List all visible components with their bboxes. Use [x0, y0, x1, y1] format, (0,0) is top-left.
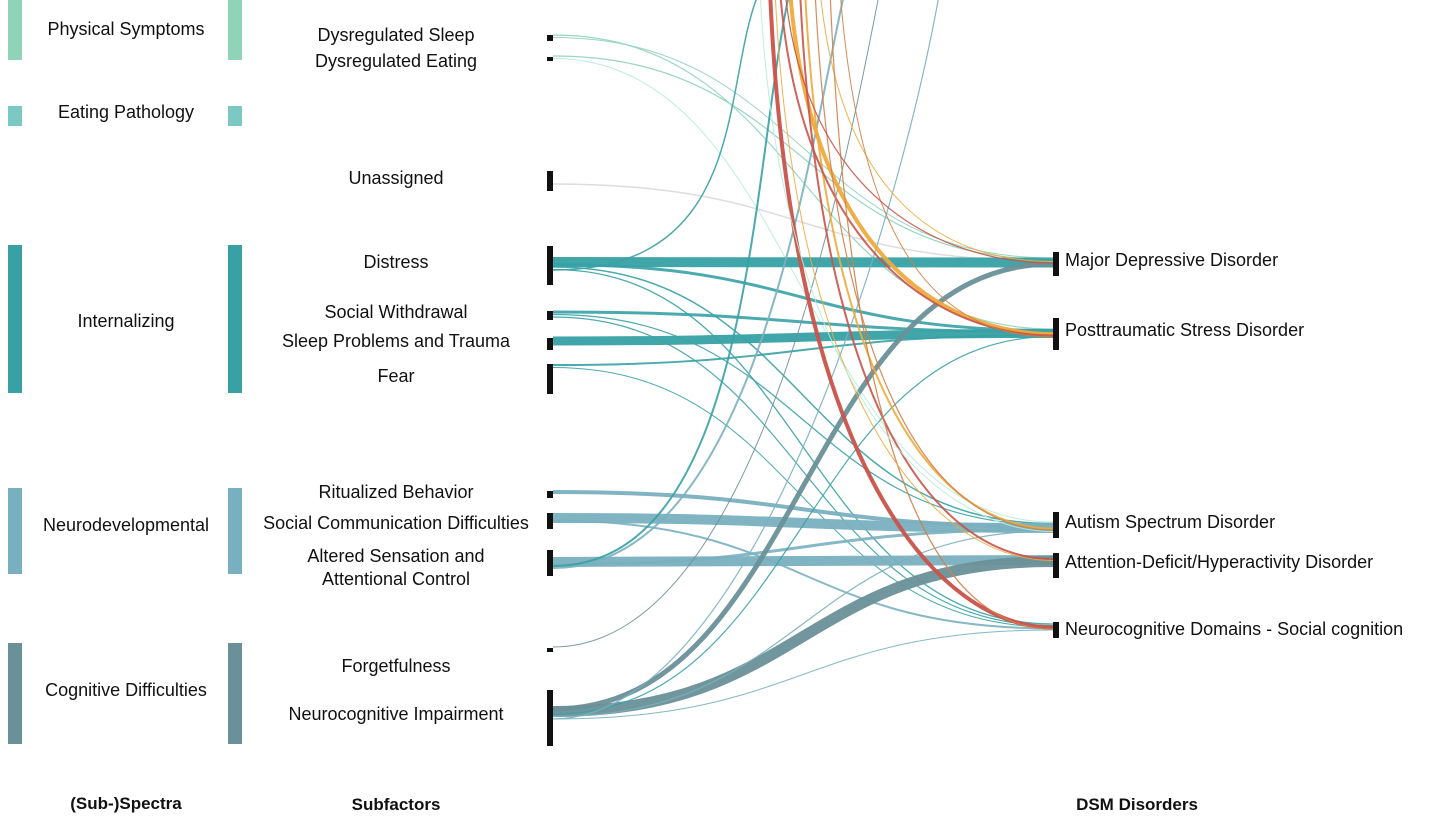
flow-neurocog-adhd [552, 556, 1054, 717]
subfactor-label-neurocognitive-impairment: Neurocognitive Impairment [288, 704, 504, 724]
flow-sleep-mdd [552, 37, 1054, 259]
flow-altered-asd [552, 528, 1054, 566]
subfactor-node-eating [547, 57, 553, 61]
disorder-node-mdd [1053, 252, 1059, 276]
flow-altered-top2 [552, 0, 789, 567]
subfactor-node-socialComm [547, 513, 553, 529]
flow-layer [552, 0, 1054, 720]
disorder-node-asd [1053, 512, 1059, 538]
disorder-node-ncd [1053, 622, 1059, 638]
flow-fear-ptsd [552, 334, 1054, 366]
flow-eating-asd [552, 58, 1054, 523]
subfactor-label-social-withdrawal: Social Withdrawal [324, 302, 468, 322]
flow-socialComm-asd [552, 513, 1054, 533]
flow-top6-ptsd [788, 0, 1054, 336]
subfactor-label-sleep-problems-trauma: Sleep Problems and Trauma [281, 331, 511, 351]
subfactor-node-fear [547, 364, 553, 394]
flow-top10-ptsd [779, 0, 1054, 337]
flow-top8-asd [804, 0, 1054, 530]
spectrum-label-internalizing: Internalizing [77, 311, 175, 331]
spectrum-bar-internalizing [8, 245, 22, 393]
flow-neurocog-top5 [552, 0, 939, 720]
disorder-label-ptsd: Posttraumatic Stress Disorder [1065, 320, 1305, 340]
spectrum-bar-internalizing-mirror [228, 245, 242, 393]
spectrum-label-cognitive: Cognitive Difficulties [45, 680, 207, 700]
disorder-node-adhd [1053, 553, 1059, 578]
flow-distress-top1 [552, 0, 757, 271]
flow-socialComm-ncd [552, 519, 1054, 630]
subfactor-label-dysregulated-sleep: Dysregulated Sleep [317, 25, 475, 45]
spectrum-bar-physical-mirror [228, 0, 242, 60]
subfactor-label-altered-sensation: Altered Sensation and [307, 546, 485, 566]
flow-top12-asd [814, 0, 1054, 531]
flow-distress-asd [552, 266, 1054, 525]
subfactor-node-unassigned [547, 171, 553, 191]
subfactor-node-ritual [547, 491, 553, 498]
spectrum-label-eating: Eating Pathology [57, 102, 195, 122]
flow-fear-ncd [552, 367, 1054, 628]
subfactor-node-forget [547, 648, 553, 652]
subfactor-node-neurocog [547, 690, 553, 746]
flow-neurocog-mdd [552, 261, 1054, 712]
spectrum-bar-physical [8, 0, 22, 60]
flow-distress-ptsd [552, 263, 1054, 332]
column-header-spectra: (Sub-)Spectra [70, 794, 182, 813]
flow-withdrawal-ncd [552, 316, 1054, 627]
disorder-node-ptsd [1053, 318, 1059, 350]
subfactor-node-sleep [547, 35, 553, 41]
bar-layer [8, 0, 1059, 746]
flow-forget-top4 [552, 0, 879, 648]
subfactor-label-ritualized-behavior: Ritualized Behavior [318, 482, 474, 502]
flow-top11-adhd [799, 0, 1054, 560]
flow-top14-ptsd [840, 0, 1054, 338]
subfactor-node-altered [547, 550, 553, 576]
subfactor-node-distress [547, 246, 553, 285]
flow-top15-mdd [785, 0, 1054, 264]
spectrum-bar-cognitive [8, 643, 22, 744]
spectrum-bar-eating-mirror [228, 106, 242, 126]
flow-neurocog-asd [552, 530, 1054, 718]
subfactor-label-social-communication: Social Communication Difficulties [263, 513, 529, 533]
flow-neurocog-ptsd [552, 335, 1054, 715]
subfactor-label-unassigned: Unassigned [348, 168, 444, 188]
disorder-label-mdd: Major Depressive Disorder [1065, 250, 1279, 270]
subfactor-label-fear: Fear [377, 366, 415, 386]
column-header-subfactors: Subfactors [351, 795, 441, 814]
column-header-dsm: DSM Disorders [1076, 795, 1198, 814]
subfactor-label-dysregulated-eating: Dysregulated Eating [314, 51, 478, 71]
disorder-label-adhd: Attention-Deficit/Hyperactivity Disorder [1065, 552, 1374, 572]
flow-top16-adhd [775, 0, 1054, 561]
spectrum-bar-neurodevelopmental [8, 488, 22, 574]
spectrum-bar-eating [8, 106, 22, 126]
spectrum-label-neurodevelopmental: Neurodevelopmental [42, 515, 210, 535]
flow-sleepTrauma-ptsd [552, 329, 1054, 346]
flow-top7-mdd [820, 0, 1054, 262]
flow-unassigned-mdd [552, 183, 1054, 262]
subfactor-label-altered-sensation-line2: Attentional Control [321, 569, 471, 589]
subfactor-node-withdrawal [547, 311, 553, 320]
subfactor-node-sleepTrauma [547, 338, 553, 350]
flow-top13-ncd [829, 0, 1054, 630]
flow-withdrawal-asd [552, 313, 1054, 526]
spectrum-bar-neurodevelopmental-mirror [228, 488, 242, 574]
disorder-label-asd: Autism Spectrum Disorder [1065, 512, 1276, 532]
flow-eating-mdd [552, 55, 1054, 261]
disorder-label-ncd: Neurocognitive Domains - Social cognitio… [1065, 619, 1404, 639]
subfactor-label-distress: Distress [363, 252, 429, 272]
flow-neurocog-ncd [552, 629, 1054, 720]
flow-altered-top3 [552, 0, 844, 569]
spectrum-bar-cognitive-mirror [228, 643, 242, 744]
subfactor-label-forgetfulness: Forgetfulness [341, 656, 451, 676]
spectrum-label-physical: Physical Symptoms [47, 19, 205, 39]
flow-top17-asd [760, 0, 1054, 532]
